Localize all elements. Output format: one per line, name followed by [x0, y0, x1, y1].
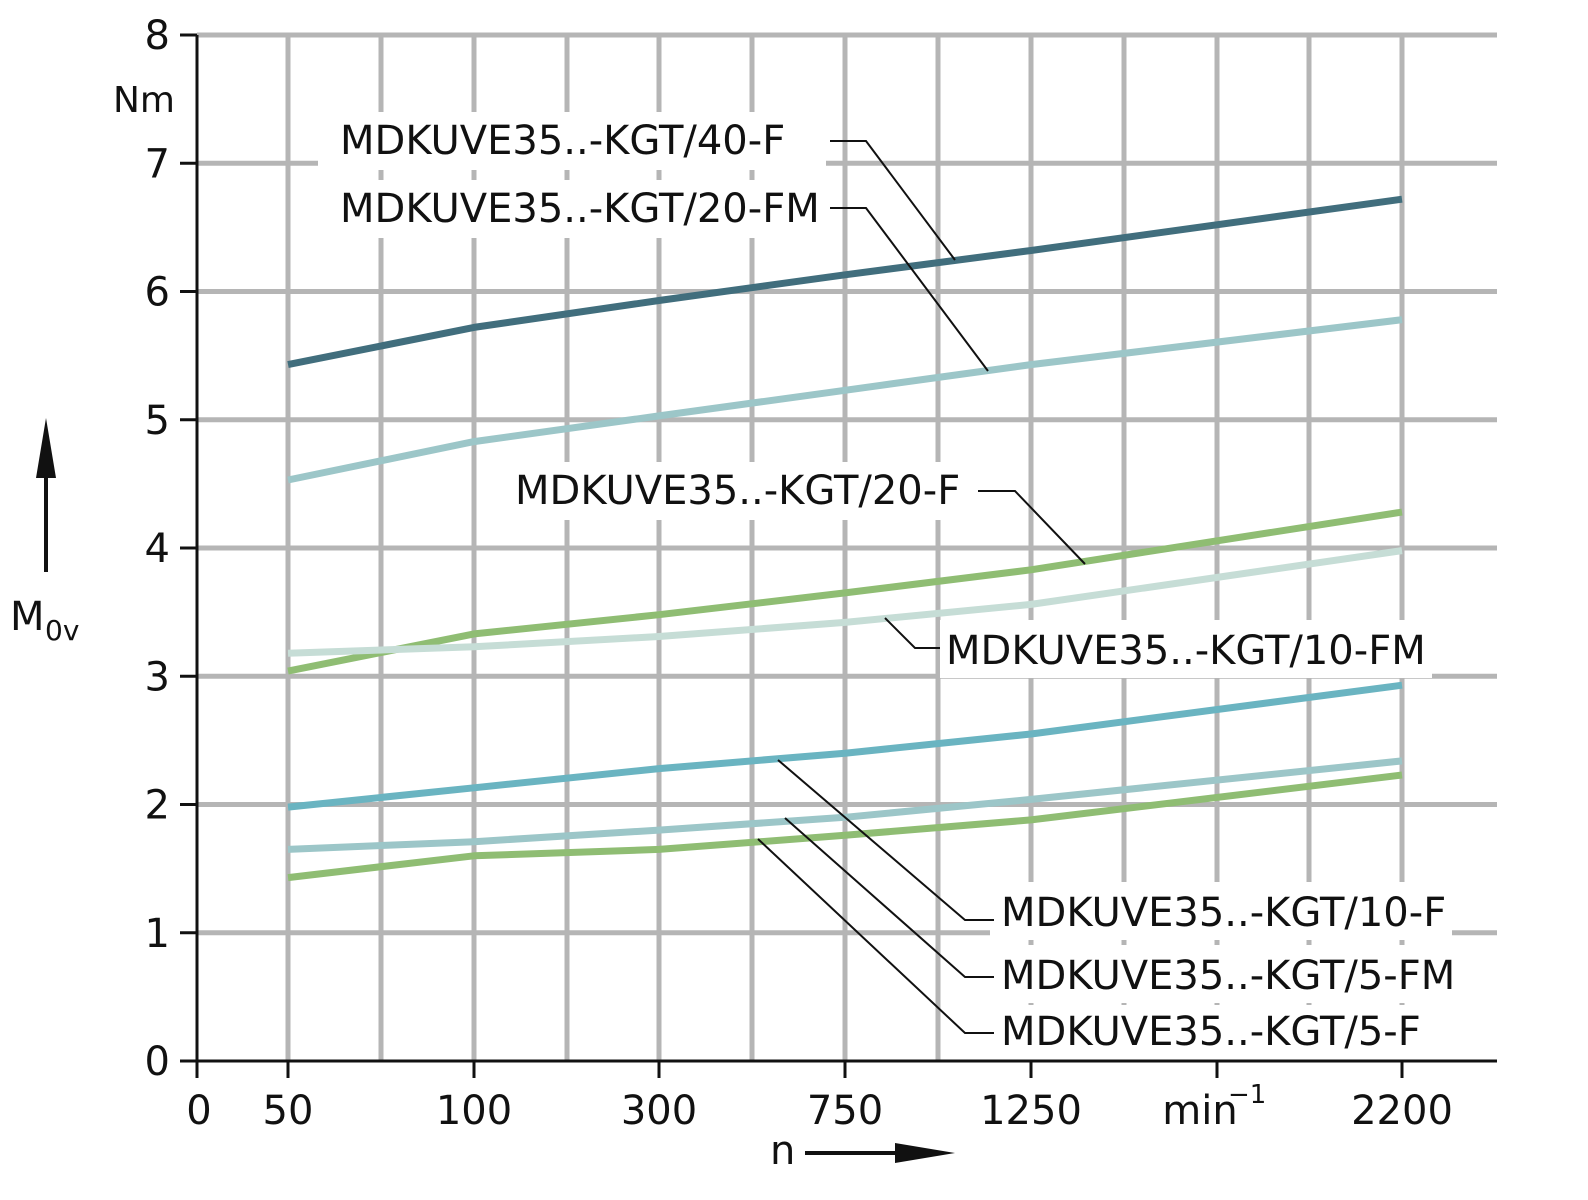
series-label: MDKUVE35..-KGT/10-FM — [946, 628, 1426, 674]
x-tick-label: min — [1162, 1088, 1237, 1134]
series-label: MDKUVE35..-KGT/5-F — [1001, 1009, 1421, 1055]
y-tick-label: 5 — [145, 398, 170, 444]
axes: 0 1 2 3 4 5 6 7 8 Nm 0 50 100 300 750 1250 min 2200 −1 n M 0v — [10, 13, 1497, 1174]
y-axis-label: M — [10, 594, 45, 640]
leader-line — [757, 838, 994, 1034]
leader-line — [884, 617, 940, 649]
label-background — [318, 180, 826, 238]
y-tick-label: 6 — [145, 270, 170, 316]
label-background — [500, 462, 970, 520]
y-tick-label: 7 — [145, 141, 170, 187]
grid — [197, 32, 1497, 1063]
leader-line — [830, 140, 956, 261]
series-line-5 — [287, 681, 1403, 811]
series-line-1 — [287, 195, 1403, 369]
leader-line — [978, 490, 1086, 565]
series-label: MDKUVE35..-KGT/10-F — [1001, 890, 1446, 936]
x-tick-label: 300 — [621, 1088, 697, 1134]
leader-line — [777, 759, 994, 921]
x-tick-label: 0 — [186, 1088, 211, 1134]
y-unit: Nm — [113, 80, 175, 121]
label-background — [318, 112, 826, 170]
label-background — [990, 1005, 1430, 1063]
label-background — [990, 882, 1452, 940]
y-tick-label: 0 — [145, 1039, 170, 1085]
x-tick-label: 50 — [263, 1088, 314, 1134]
y-axis-arrow-head — [36, 418, 56, 478]
series-lines — [287, 195, 1403, 882]
leader-line — [784, 817, 994, 978]
series-line-6 — [287, 757, 1403, 853]
x-tick-label: 2200 — [1351, 1088, 1453, 1134]
series-label: MDKUVE35..-KGT/40-F — [340, 118, 785, 164]
x-tick-label: 750 — [807, 1088, 883, 1134]
series-labels: MDKUVE35..-KGT/40-F MDKUVE35..-KGT/20-FM M… — [340, 118, 1455, 1055]
series-line-4 — [287, 547, 1403, 657]
x-tick-label: 1250 — [980, 1088, 1082, 1134]
x-unit-superscript: −1 — [1228, 1080, 1266, 1110]
series-label: MDKUVE35..-KGT/20-FM — [340, 186, 820, 232]
x-axis-label: n — [770, 1128, 795, 1174]
label-background — [940, 620, 1432, 678]
y-tick-label: 4 — [145, 526, 170, 572]
y-tick-label: 2 — [145, 783, 170, 829]
series-label: MDKUVE35..-KGT/5-FM — [1001, 953, 1455, 999]
leader-line — [830, 207, 989, 372]
series-label: MDKUVE35..-KGT/20-F — [515, 468, 960, 514]
y-tick-label: 1 — [145, 911, 170, 957]
series-line-3 — [287, 508, 1403, 675]
y-tick-label: 8 — [145, 13, 170, 59]
x-axis-arrow-head — [895, 1143, 955, 1163]
series-line-7 — [287, 771, 1403, 882]
x-tick-label: 100 — [436, 1088, 512, 1134]
label-background — [990, 945, 1460, 1003]
series-line-2 — [287, 316, 1403, 484]
y-tick-label: 3 — [145, 654, 170, 700]
y-axis-label-subscript: 0v — [45, 614, 79, 647]
